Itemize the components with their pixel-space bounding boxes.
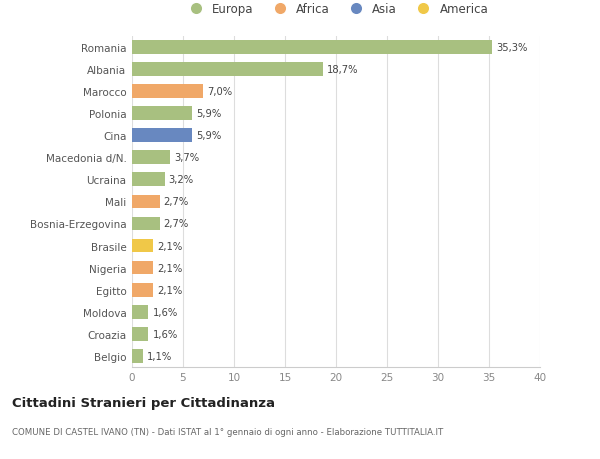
Text: 2,1%: 2,1%: [157, 285, 183, 295]
Text: 5,9%: 5,9%: [196, 109, 221, 119]
Text: 1,1%: 1,1%: [148, 351, 173, 361]
Text: 1,6%: 1,6%: [152, 329, 178, 339]
Bar: [132, 151, 170, 165]
Text: COMUNE DI CASTEL IVANO (TN) - Dati ISTAT al 1° gennaio di ogni anno - Elaborazio: COMUNE DI CASTEL IVANO (TN) - Dati ISTAT…: [12, 427, 443, 436]
Bar: [132, 129, 192, 143]
Text: 2,7%: 2,7%: [164, 219, 189, 229]
Bar: [132, 63, 323, 77]
Bar: [132, 195, 160, 209]
Bar: [132, 173, 164, 187]
Bar: [132, 305, 148, 319]
Bar: [132, 41, 492, 55]
Bar: [132, 107, 192, 121]
Legend: Europa, Africa, Asia, America: Europa, Africa, Asia, America: [179, 0, 493, 21]
Bar: [132, 349, 143, 363]
Text: 2,1%: 2,1%: [157, 241, 183, 251]
Text: 18,7%: 18,7%: [327, 65, 358, 75]
Text: 2,7%: 2,7%: [164, 197, 189, 207]
Text: 7,0%: 7,0%: [208, 87, 233, 97]
Text: Cittadini Stranieri per Cittadinanza: Cittadini Stranieri per Cittadinanza: [12, 396, 275, 409]
Bar: [132, 283, 154, 297]
Bar: [132, 327, 148, 341]
Text: 5,9%: 5,9%: [196, 131, 221, 141]
Text: 1,6%: 1,6%: [152, 307, 178, 317]
Text: 35,3%: 35,3%: [496, 43, 527, 53]
Bar: [132, 239, 154, 253]
Bar: [132, 217, 160, 231]
Text: 3,2%: 3,2%: [169, 175, 194, 185]
Bar: [132, 261, 154, 275]
Text: 3,7%: 3,7%: [174, 153, 199, 163]
Bar: [132, 85, 203, 99]
Text: 2,1%: 2,1%: [157, 263, 183, 273]
